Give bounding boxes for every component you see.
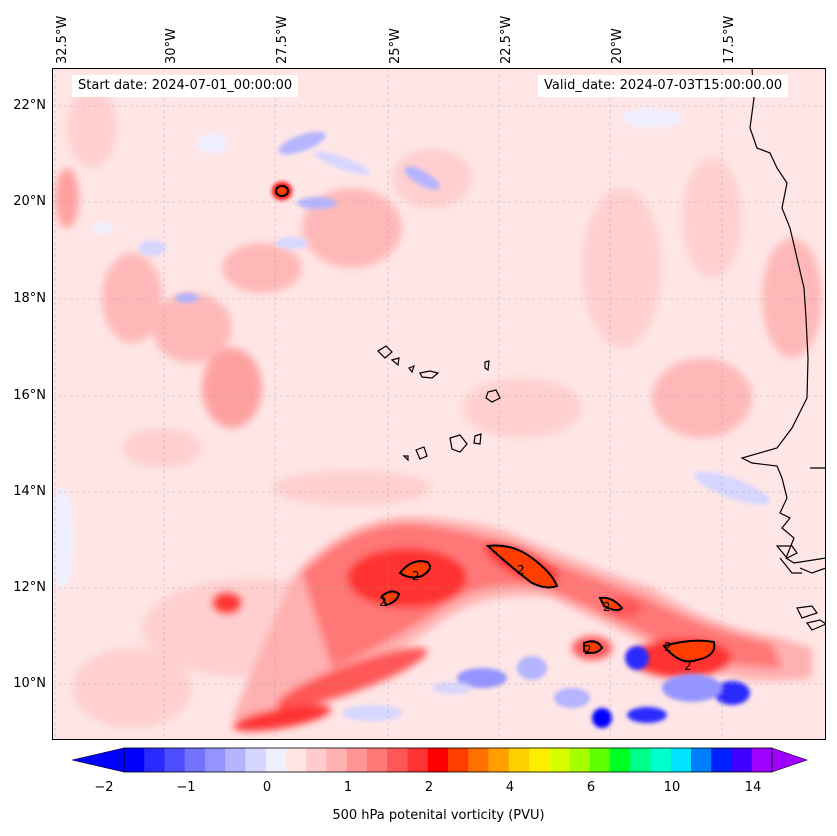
colorbar-tick: 1 — [343, 780, 353, 795]
colorbar-cell — [468, 748, 489, 772]
gridlines — [52, 68, 826, 740]
colorbar-cell — [306, 748, 327, 772]
lat-label-22n: 22°N — [13, 98, 46, 113]
pv-negative-patches-north — [52, 108, 770, 588]
colorbar-max-arrow — [771, 747, 808, 773]
african-coastline — [740, 68, 826, 631]
lon-label-32-5w: 32.5°W — [55, 15, 70, 64]
colorbar-tick: 4 — [505, 780, 515, 795]
colorbar-cell — [184, 748, 206, 772]
colorbar-cell — [124, 748, 145, 772]
colorbar-cell — [751, 748, 773, 772]
lon-label-17-5w: 17.5°W — [722, 15, 737, 64]
colorbar-tick: 10 — [663, 780, 681, 795]
colorbar-cell — [427, 748, 449, 772]
colorbar-cell — [630, 748, 651, 772]
pv-map: 2 2 2 2 2 2 2 — [52, 68, 826, 740]
colorbar-cell — [448, 748, 469, 772]
contour-label: 2 — [664, 640, 672, 654]
colorbar-tick: 2 — [424, 780, 434, 795]
contour-label: 2 — [584, 643, 592, 657]
colorbar-cell — [326, 748, 348, 772]
contour-label: 2 — [517, 563, 525, 577]
contour-label: 2 — [379, 595, 387, 609]
pv-negative-patches-south — [342, 646, 750, 728]
colorbar-cell — [569, 748, 591, 772]
colorbar-cell — [164, 748, 186, 772]
colorbar-cell — [731, 748, 753, 772]
colorbar-tick: 14 — [744, 780, 762, 795]
colorbar-label: 500 hPa potenital vorticity (PVU) — [332, 808, 545, 823]
colorbar-cell — [407, 748, 429, 772]
lon-label-25w: 25°W — [388, 28, 403, 64]
colorbar-tick: −1 — [176, 780, 196, 795]
colorbar — [72, 747, 808, 773]
colorbar-tick: 6 — [586, 780, 596, 795]
lat-label-20n: 20°N — [13, 194, 46, 209]
lat-label-14n: 14°N — [13, 484, 46, 499]
colorbar-cell — [346, 748, 368, 772]
colorbar-cell — [650, 748, 672, 772]
colorbar-cell — [265, 748, 287, 772]
colorbar-cell — [529, 748, 550, 772]
lon-label-20w: 20°W — [610, 28, 625, 64]
colorbar-cell — [205, 748, 226, 772]
valid-date-label: Valid_date: 2024-07-03T15:00:00.00 — [538, 75, 789, 97]
lat-label-12n: 12°N — [13, 580, 46, 595]
colorbar-cell — [508, 748, 530, 772]
colorbar-cell — [610, 748, 631, 772]
contour-label: 2 — [684, 659, 692, 673]
colorbar-cell — [245, 748, 267, 772]
cape-verde-islands — [377, 345, 501, 462]
contour-labels: 2 2 2 2 2 2 2 — [379, 563, 692, 673]
lat-label-10n: 10°N — [13, 676, 46, 691]
colorbar-cell — [488, 748, 510, 772]
lon-label-22-5w: 22.5°W — [499, 15, 514, 64]
colorbar-cell — [589, 748, 611, 772]
colorbar-cell — [691, 748, 712, 772]
start-date-label: Start date: 2024-07-01_00:00:00 — [72, 75, 299, 97]
colorbar-min-arrow — [72, 747, 125, 773]
colorbar-tick: 0 — [262, 780, 272, 795]
colorbar-cell — [387, 748, 408, 772]
lat-label-16n: 16°N — [13, 388, 46, 403]
contour-2pvu — [275, 185, 716, 663]
contour-label: 2 — [412, 569, 420, 583]
lat-label-18n: 18°N — [13, 291, 46, 306]
contour-label: 2 — [603, 600, 611, 614]
lon-label-27-5w: 27.5°W — [275, 15, 290, 64]
colorbar-cell — [144, 748, 165, 772]
colorbar-cell — [670, 748, 692, 772]
lon-label-30w: 30°W — [164, 28, 179, 64]
colorbar-cell — [549, 748, 570, 772]
colorbar-cell — [367, 748, 388, 772]
colorbar-tick: −2 — [94, 780, 114, 795]
colorbar-cell — [286, 748, 307, 772]
colorbar-cell — [711, 748, 732, 772]
colorbar-cell — [225, 748, 246, 772]
